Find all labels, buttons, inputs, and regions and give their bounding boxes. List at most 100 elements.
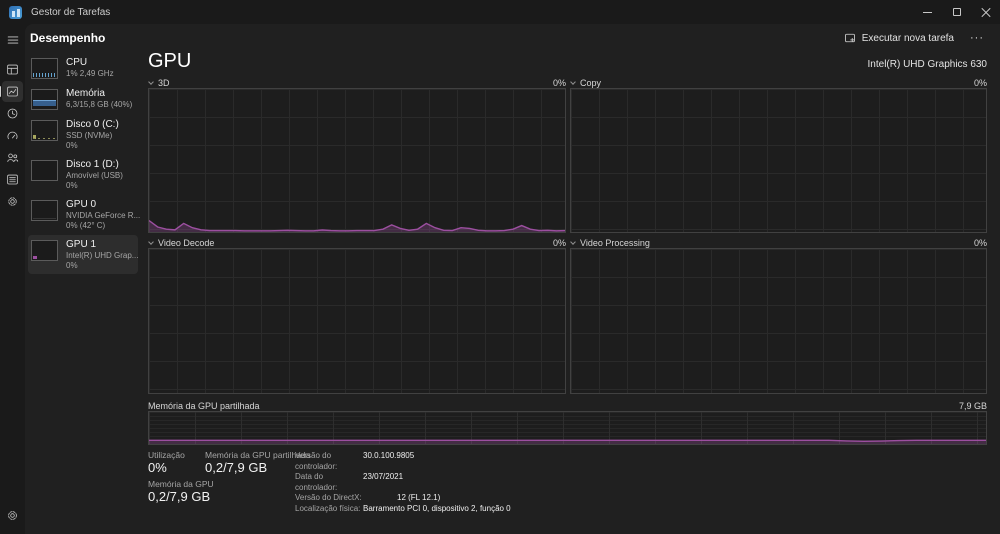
chevron-down-icon[interactable] (148, 78, 154, 85)
shared-memory-stat-value: 0,2/7,9 GB (205, 460, 268, 475)
app-history-icon (7, 108, 18, 119)
page-header: Desempenho Executar nova tarefa ··· (30, 28, 988, 48)
services-icon (8, 197, 17, 206)
chevron-down-icon[interactable] (570, 78, 576, 85)
detail-row: Data do controlador: 23/07/2021 (295, 472, 511, 493)
device-subtext: 1% 2,49 GHz (66, 69, 114, 78)
settings-button[interactable] (2, 505, 23, 526)
detail-row: Versão do DirectX: 12 (FL 12.1) (295, 493, 511, 504)
gpu-engine-panel: Video Processing 0% (570, 237, 987, 394)
gear-icon (8, 511, 17, 520)
engine-label: Video Decode (158, 237, 215, 248)
device-subtext: 6,3/15,8 GB (40%) (66, 100, 133, 109)
shared-memory-label: Memória da GPU partilhada (148, 400, 260, 411)
utilization-value: 0% (148, 460, 167, 475)
shared-memory-panel: Memória da GPU partilhada 7,9 GB (148, 400, 987, 445)
device-mini-chart (31, 58, 58, 79)
sidebar-device-item[interactable]: Disco 0 (C:) SSD (NVMe) 0% (28, 115, 138, 154)
minimize-button[interactable] (913, 0, 942, 24)
device-mini-chart (31, 120, 58, 141)
gpu-performance-main: GPU Intel(R) UHD Graphics 630 3D 0% Copy… (148, 50, 987, 513)
device-mini-chart (31, 89, 58, 110)
new-task-icon (844, 33, 855, 43)
engine-label: Copy (580, 77, 602, 88)
device-title: Memória (66, 88, 105, 99)
performance-icon (7, 86, 18, 97)
nav-details[interactable] (2, 169, 23, 190)
engine-chart (570, 88, 987, 233)
engine-label: Video Processing (580, 237, 650, 248)
engine-utilization-value: 0% (973, 77, 987, 88)
chevron-down-icon[interactable] (148, 238, 154, 245)
run-new-task-label: Executar nova tarefa (861, 32, 954, 44)
device-title: GPU 0 (66, 199, 97, 210)
device-subtext: 0% (66, 180, 78, 190)
engine-chart (570, 248, 987, 394)
shared-memory-chart (148, 411, 987, 445)
gpu-header: GPU Intel(R) UHD Graphics 630 (148, 50, 987, 72)
gpu-device-name: Intel(R) UHD Graphics 630 (867, 59, 987, 70)
nav-processes[interactable] (2, 59, 23, 80)
device-subtext: Amovível (USB) (66, 171, 123, 180)
header-actions: Executar nova tarefa ··· (844, 32, 988, 44)
startup-apps-icon (7, 131, 18, 140)
engine-utilization-value: 0% (552, 77, 566, 88)
engine-chart (148, 88, 566, 233)
nav-startup-apps[interactable] (2, 125, 23, 146)
sidebar-device-item[interactable]: Memória 6,3/15,8 GB (40%) (28, 84, 138, 114)
processes-icon (7, 64, 18, 75)
detail-label: Data do controlador: (295, 472, 338, 492)
window-title: Gestor de Tarefas (31, 6, 111, 18)
gpu-memory-label: Memória da GPU (148, 479, 214, 489)
titlebar: Gestor de Tarefas (0, 0, 1000, 24)
users-icon (7, 153, 19, 162)
engine-label: 3D (158, 77, 170, 88)
detail-value: 23/07/2021 (363, 472, 404, 481)
shared-memory-stat-label: Memória da GPU partilhada (205, 450, 311, 460)
hamburger-icon (7, 36, 18, 43)
detail-label: Localização física: (295, 503, 361, 513)
detail-value: 12 (FL 12.1) (397, 493, 441, 502)
sidebar-device-item[interactable]: Disco 1 (D:) Amovível (USB) 0% (28, 155, 138, 194)
driver-details: Versão do controlador: 30.0.100.9805 Dat… (295, 451, 511, 514)
device-mini-chart (31, 240, 58, 261)
detail-label: Versão do DirectX: (295, 493, 362, 502)
device-title: GPU 1 (66, 239, 97, 250)
maximize-icon (952, 8, 961, 16)
performance-sidebar: CPU 1% 2,49 GHz Memória 6,3/15,8 GB (40%… (28, 53, 140, 275)
nav-app-history[interactable] (2, 103, 23, 124)
engine-utilization-value: 0% (552, 237, 566, 248)
device-subtext: Intel(R) UHD Grap... (66, 251, 139, 260)
hamburger-menu-button[interactable] (2, 29, 23, 50)
sidebar-device-item[interactable]: GPU 0 NVIDIA GeForce R... 0% (42° C) (28, 195, 140, 234)
run-new-task-button[interactable]: Executar nova tarefa (844, 32, 954, 44)
details-icon (7, 174, 18, 185)
chevron-down-icon[interactable] (570, 238, 576, 245)
device-title: Disco 0 (C:) (66, 119, 119, 130)
device-mini-chart (31, 160, 58, 181)
maximize-button[interactable] (942, 0, 971, 24)
window-controls (913, 0, 1000, 24)
sidebar-device-item[interactable]: CPU 1% 2,49 GHz (28, 53, 138, 83)
gpu-engine-panel: Video Decode 0% (148, 237, 566, 394)
detail-value: Barramento PCI 0, dispositivo 2, função … (363, 503, 511, 513)
device-subtext: 0% (66, 260, 78, 270)
detail-value: 30.0.100.9805 (363, 451, 415, 460)
nav-users[interactable] (2, 147, 23, 168)
nav-services[interactable] (2, 191, 23, 212)
detail-label: Versão do controlador: (295, 451, 338, 471)
engine-utilization-value: 0% (973, 237, 987, 248)
utilization-label: Utilização (148, 450, 185, 460)
device-title: Disco 1 (D:) (66, 159, 119, 170)
more-options-button[interactable]: ··· (970, 32, 988, 44)
sidebar-device-item[interactable]: GPU 1 Intel(R) UHD Grap... 0% (28, 235, 138, 274)
page-title: Desempenho (30, 31, 106, 45)
close-button[interactable] (971, 0, 1000, 24)
minimize-icon (923, 11, 932, 13)
detail-row: Localização física: Barramento PCI 0, di… (295, 504, 511, 515)
nav-performance[interactable] (0, 81, 23, 102)
gpu-engine-panel: Copy 0% (570, 77, 987, 233)
detail-row: Versão do controlador: 30.0.100.9805 (295, 451, 511, 472)
gpu-memory-value: 0,2/7,9 GB (148, 489, 211, 504)
close-icon (981, 7, 991, 17)
